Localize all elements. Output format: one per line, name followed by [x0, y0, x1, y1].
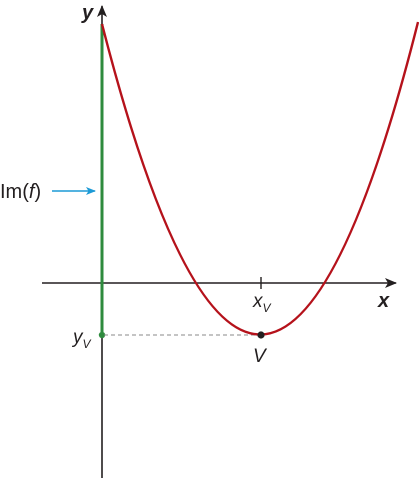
y-axis-label: y [81, 2, 94, 24]
image-label: Im(f) [0, 181, 41, 203]
x-vertex-label: xV [252, 291, 272, 315]
y-vertex-dot [98, 331, 106, 339]
y-vertex-label: yV [71, 327, 92, 351]
x-axis-label: x [377, 290, 390, 312]
vertex-point [257, 331, 265, 339]
vertex-label: V [253, 346, 268, 367]
parabola-curve [100, 21, 419, 336]
